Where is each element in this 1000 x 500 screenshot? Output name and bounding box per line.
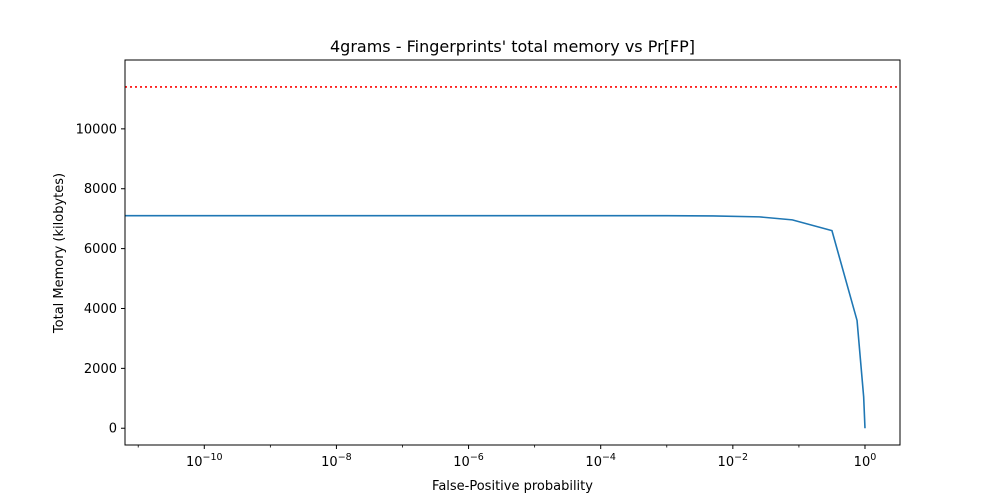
y-tick-label: 4000 xyxy=(84,302,117,317)
x-tick-label: 10−8 xyxy=(321,452,352,470)
x-axis: 10−10 10−8 10−6 10−4 10−2 100 xyxy=(137,445,877,470)
y-tick-label: 2000 xyxy=(84,362,117,377)
y-axis: 0 2000 4000 6000 8000 10000 xyxy=(76,122,125,437)
y-tick-label: 6000 xyxy=(84,242,117,257)
x-tick-label: 10−2 xyxy=(718,452,749,470)
x-tick-label: 10−4 xyxy=(585,452,616,470)
series-line-fingerprints xyxy=(125,214,866,429)
x-tick-label: 100 xyxy=(854,452,877,470)
chart-title: 4grams - Fingerprints' total memory vs P… xyxy=(330,37,695,56)
y-tick-label: 10000 xyxy=(76,122,117,137)
plot-frame xyxy=(124,59,901,446)
y-tick-label: 8000 xyxy=(84,182,117,197)
y-axis-label: Total Memory (kilobytes) xyxy=(52,173,67,334)
x-axis-label: False-Positive probability xyxy=(432,479,593,494)
x-tick-label: 10−10 xyxy=(186,452,223,470)
plot-area xyxy=(125,86,900,429)
y-tick-label: 0 xyxy=(109,422,117,437)
x-tick-label: 10−6 xyxy=(453,452,484,470)
